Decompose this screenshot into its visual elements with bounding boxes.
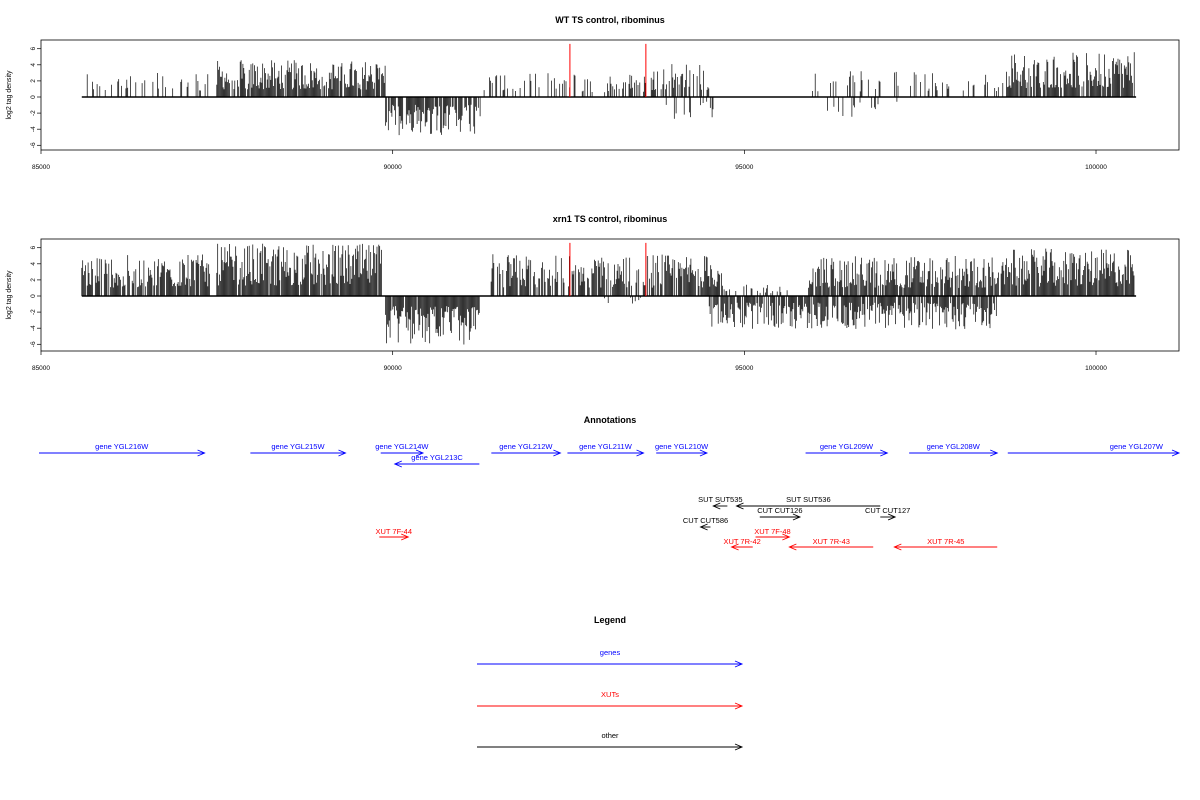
xuts-label: XUT 7R-43 [813,537,850,546]
genes-arrow [805,449,889,457]
genes-arrow [656,449,709,457]
xuts-label: XUT 7R-45 [927,537,964,546]
others-label: CUT CUT127 [865,506,910,515]
genes-label: gene YGL208W [927,442,981,451]
genes-label: gene YGL216W [95,442,149,451]
wt-y-tick-label: -4 [30,126,37,132]
genes-arrow [1007,449,1181,457]
xrn1-y-axis-label: log2 tag density [6,270,13,320]
xuts-arrow [730,543,753,551]
genes-label: gene YGL214W [375,442,429,451]
xrn1-x-tick-label: 90000 [384,365,402,372]
wt-density-panel: WT TS control, ribominus log2 tag densit… [6,15,1180,171]
others-arrow [712,502,728,510]
legend-other-arrow [477,743,744,751]
xuts-label: XUT 7F-48 [754,527,791,536]
xrn1-panel-title: xrn1 TS control, ribominus [553,214,668,224]
wt-x-tick-label: 85000 [32,164,50,171]
genes-arrow [393,460,480,468]
wt-y-axis: 6 4 2 0 -2 -4 -6 [30,47,41,148]
legend-label: XUTs [601,690,619,699]
legend-title: Legend [594,615,626,625]
xrn1-y-tick-label: 2 [30,278,37,282]
other-features: SUT SUT535 SUT SUT536 CUT CUT126 CUT CUT127… [683,495,910,531]
legend-xuts-arrow [477,702,744,710]
xuts-arrow [893,543,998,551]
wt-y-tick-label: -6 [30,142,37,148]
others-arrow [759,513,802,521]
wt-y-tick-label: 4 [30,63,37,67]
xuts-arrow [379,533,410,541]
genes-arrow [39,449,206,457]
wt-plot-frame [40,39,1180,151]
xuts-label: XUT 7R-42 [723,537,760,546]
genes-label: gene YGL210W [655,442,709,451]
genes-arrow [380,449,425,457]
xrn1-x-tick-label: 85000 [32,365,50,372]
xrn1-y-tick-label: -2 [30,309,37,315]
genes-label: gene YGL212W [499,442,553,451]
xrn1-y-tick-label: 0 [30,294,37,298]
legend-label: other [601,731,619,740]
wt-marker-lines [569,43,647,97]
annotations-track: Annotations gene YGL216W gene YGL215W gene… [39,415,1181,551]
others-label: CUT CUT126 [757,506,802,515]
legend-label: genes [600,648,621,657]
wt-density-bars [81,52,1137,136]
legend: Legend genes XUTs other [477,615,744,751]
xrn1-y-tick-label: 4 [30,262,37,266]
xrn1-y-axis: 6 4 2 0 -2 -4 -6 [30,246,41,347]
xrn1-density-bars [81,243,1137,345]
others-arrow [699,523,711,531]
legend-genes-arrow [477,660,744,668]
wt-y-axis-label: log2 tag density [6,70,13,120]
others-label: SUT SUT536 [786,495,830,504]
others-label: SUT SUT535 [698,495,742,504]
xrn1-density-panel: xrn1 TS control, ribominus log2 tag dens… [6,214,1180,372]
others-arrow [735,502,881,510]
xrn1-y-tick-label: -4 [30,325,37,331]
xrn1-marker-lines [569,242,647,296]
xuts-arrow [755,533,791,541]
legend-items: genes XUTs other [477,648,744,751]
wt-x-axis: 85000 90000 95000 100000 [32,150,1107,171]
genes-label: gene YGL209W [820,442,874,451]
genes-label: gene YGL215W [271,442,325,451]
xuts-arrow [788,543,874,551]
genes-arrow [491,449,562,457]
genes-arrow [250,449,347,457]
xrn1-y-tick-label: -6 [30,341,37,347]
genes-arrow [567,449,645,457]
gene-features: gene YGL216W gene YGL215W gene YGL214W gene… [39,442,1181,468]
genes-label: gene YGL207W [1110,442,1164,451]
xrn1-x-axis: 85000 90000 95000 100000 [32,351,1107,372]
wt-y-tick-label: 0 [30,95,37,99]
genes-label: gene YGL211W [579,442,633,451]
genes-arrow [909,449,999,457]
others-label: CUT CUT586 [683,516,728,525]
annotations-title: Annotations [584,415,637,425]
wt-y-tick-label: 6 [30,47,37,51]
wt-y-tick-label: 2 [30,79,37,83]
wt-x-tick-label: 95000 [735,164,753,171]
genes-label: gene YGL213C [411,453,463,462]
others-arrow [880,513,897,521]
wt-panel-title: WT TS control, ribominus [555,15,665,25]
xrn1-x-tick-label: 95000 [735,365,753,372]
xrn1-plot-frame [40,238,1180,352]
xrn1-y-tick-label: 6 [30,246,37,250]
xuts-label: XUT 7F-44 [375,527,412,536]
wt-y-tick-label: -2 [30,110,37,116]
wt-x-tick-label: 90000 [384,164,402,171]
wt-x-tick-label: 100000 [1085,164,1107,171]
xrn1-x-tick-label: 100000 [1085,365,1107,372]
